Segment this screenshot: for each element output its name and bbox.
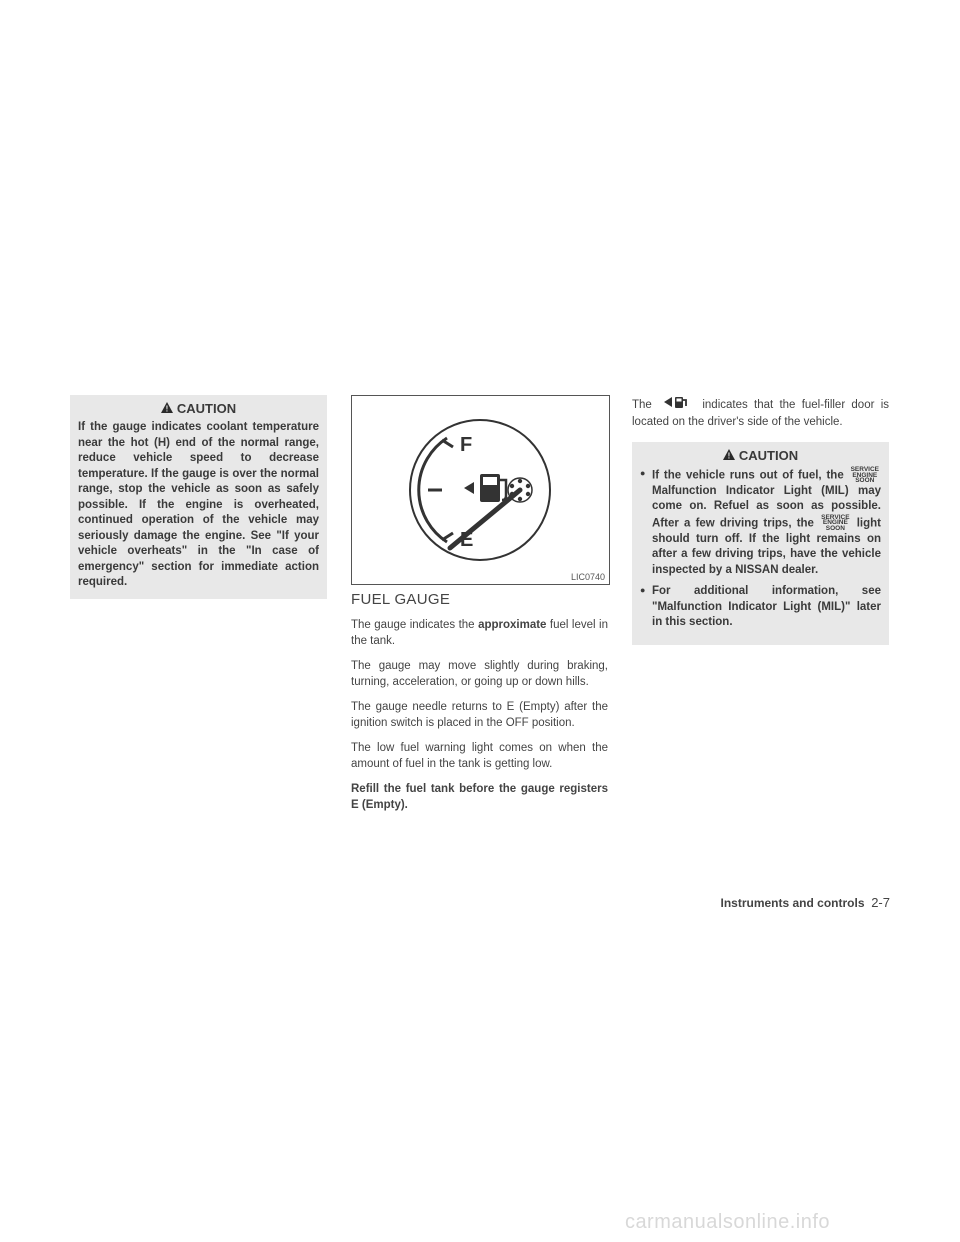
fuel-gauge-p3: The gauge needle returns to E (Empty) af… [351,700,608,731]
fuel-gauge-icon: F E [352,396,609,584]
svg-text:!: ! [728,452,731,461]
mil-indicator-icon: SERVICEENGINESOON [821,515,849,532]
fuel-pump-arrow-icon [664,395,690,415]
caution-header: ! CAUTION [78,401,319,420]
footer-section: Instruments and controls [721,896,865,910]
caution-item-2: For additional information, see "Malfunc… [640,584,881,631]
warning-triangle-icon: ! [161,401,173,416]
caution-header-fuel: ! CAUTION [640,448,881,467]
caution-text-coolant: If the gauge indicates coolant temperatu… [78,420,319,591]
mil-indicator-icon: SERVICEENGINESOON [851,467,879,484]
caution-label: CAUTION [177,401,236,416]
fuel-gauge-p1: The gauge indicates the approximate fuel… [351,618,608,649]
watermark: carmanualsonline.info [625,1211,830,1234]
caution-item-1: If the vehicle runs out of fuel, the SER… [640,467,881,578]
svg-text:!: ! [166,405,169,414]
page-footer: Instruments and controls 2-7 [721,895,891,910]
caution-box-coolant: ! CAUTION If the gauge indicates coolant… [70,395,327,599]
intro-a: The [632,399,652,411]
warning-triangle-icon: ! [723,448,735,463]
column-3: The indicates that the fuel-filler door … [632,395,889,813]
caution-label-fuel: CAUTION [739,448,798,463]
fuel-gauge-p2: The gauge may move slightly during braki… [351,659,608,690]
b1-a: If the vehicle runs out of fuel, the [652,469,844,481]
fuel-filler-intro: The indicates that the fuel-filler door … [632,395,889,430]
p1-a: The gauge indicates the [351,619,478,631]
caution-list: If the vehicle runs out of fuel, the SER… [640,467,881,631]
figure-label: LIC0740 [571,572,605,582]
page-content: ! CAUTION If the gauge indicates coolant… [70,395,890,813]
fuel-gauge-p5: Refill the fuel tank before the gauge re… [351,782,608,813]
column-2: F E [351,395,608,813]
fuel-gauge-p4: The low fuel warning light comes on when… [351,741,608,772]
p1-b: approximate [478,619,546,631]
footer-page: 2-7 [871,895,890,910]
fuel-gauge-title: FUEL GAUGE [351,591,608,608]
fuel-gauge-figure: F E [351,395,610,585]
caution-box-fuel: ! CAUTION If the vehicle runs out of fue… [632,442,889,645]
svg-text:F: F [460,434,472,456]
columns-wrap: ! CAUTION If the gauge indicates coolant… [70,395,890,813]
column-1: ! CAUTION If the gauge indicates coolant… [70,395,327,813]
